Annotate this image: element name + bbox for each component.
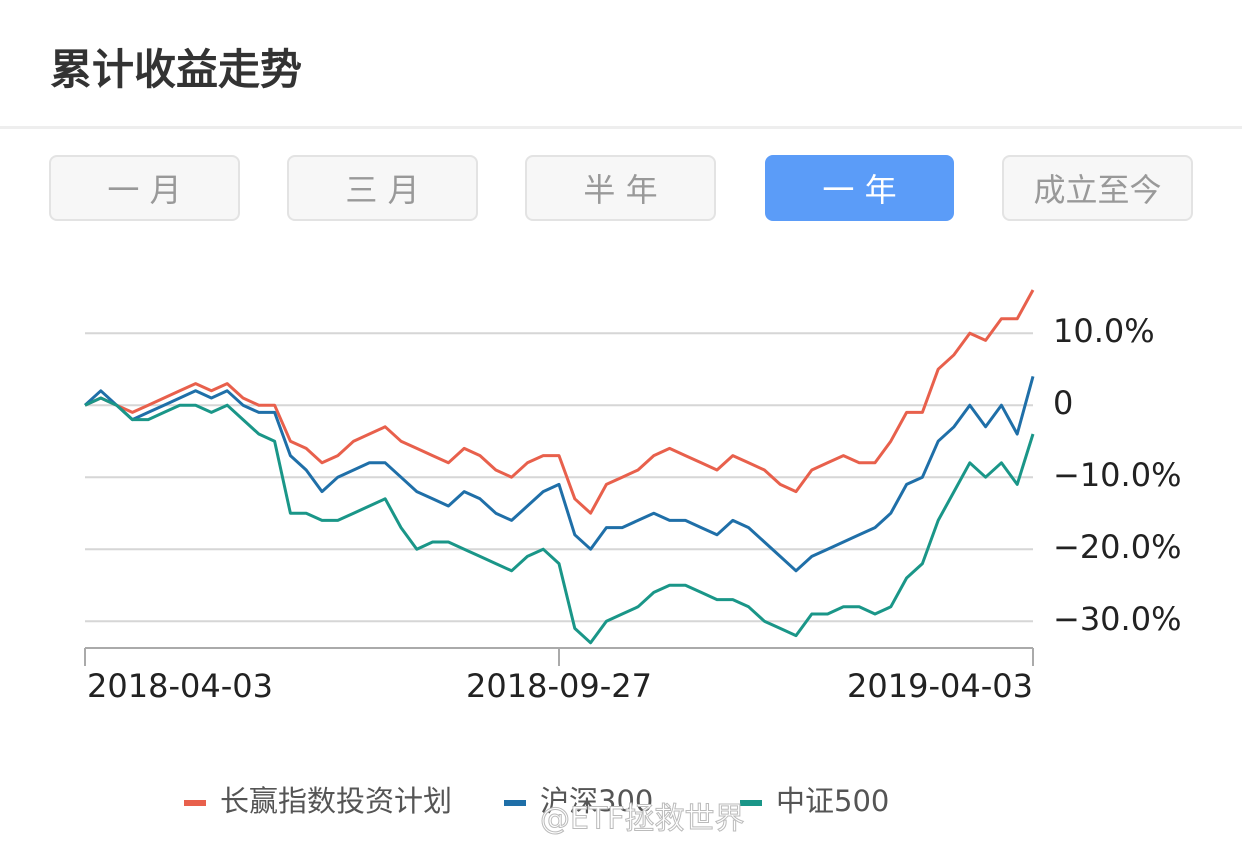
- x-tick-label: 2018-04-03: [87, 667, 273, 705]
- legend-label: 长赢指数投资计划: [220, 784, 452, 818]
- x-tick-label: 2018-09-27: [466, 667, 652, 705]
- range-tab[interactable]: 三 月: [287, 155, 478, 221]
- range-tab[interactable]: 半 年: [525, 155, 716, 221]
- series-line: [84, 396, 1035, 645]
- legend-swatch: [740, 800, 762, 806]
- legend-swatch: [184, 800, 206, 806]
- legend-label: 沪深300: [540, 784, 653, 818]
- legend: 长赢指数投资计划 沪深300 中证500: [184, 784, 889, 818]
- series-line: [83, 376, 1035, 573]
- y-tick-label: 10.0%: [1053, 312, 1155, 350]
- divider: [0, 126, 1242, 129]
- legend-label: 中证500: [776, 784, 889, 818]
- y-tick-label: −30.0%: [1053, 600, 1181, 638]
- page-title: 累计收益走势: [50, 45, 303, 94]
- y-tick-label: 0: [1053, 384, 1073, 422]
- legend-swatch: [504, 800, 526, 806]
- watermark: @ETF拯救世界: [540, 802, 745, 837]
- range-tab[interactable]: 成立至今: [1002, 155, 1193, 221]
- x-tick-label: 2019-04-03: [847, 667, 1033, 705]
- y-tick-label: −20.0%: [1053, 528, 1181, 566]
- y-tick-label: −10.0%: [1053, 456, 1181, 494]
- series-line: [84, 289, 1035, 515]
- range-tab[interactable]: 一 月: [49, 155, 240, 221]
- range-tab[interactable]: 一 年: [765, 155, 954, 221]
